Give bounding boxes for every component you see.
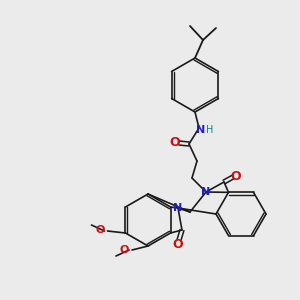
Text: N: N bbox=[173, 203, 183, 213]
Text: O: O bbox=[120, 245, 129, 255]
Text: N: N bbox=[196, 125, 206, 135]
Text: H: H bbox=[206, 125, 214, 135]
Text: O: O bbox=[231, 169, 241, 182]
Text: O: O bbox=[173, 238, 183, 250]
Text: O: O bbox=[170, 136, 180, 148]
Text: O: O bbox=[95, 225, 104, 235]
Text: N: N bbox=[201, 187, 211, 197]
